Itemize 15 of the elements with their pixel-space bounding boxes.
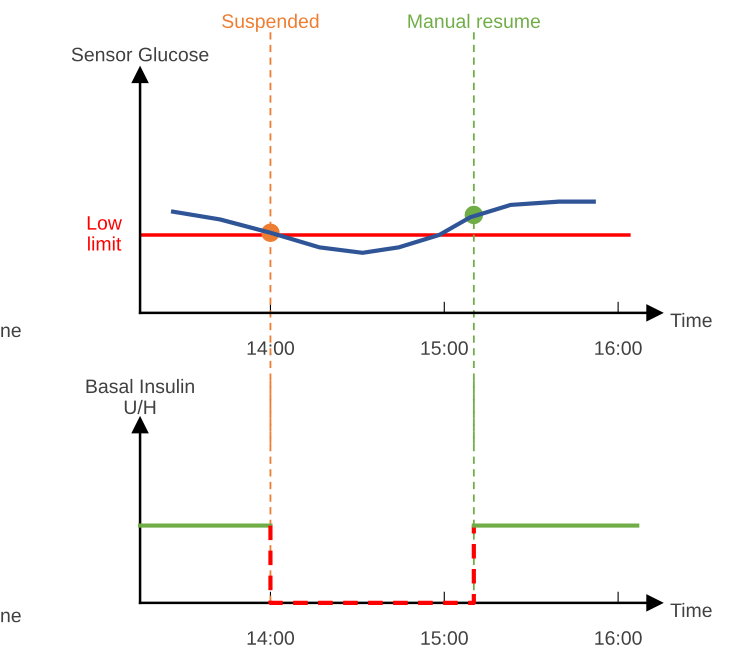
text: ne xyxy=(1,612,21,622)
x-axis-title: Time xyxy=(670,312,712,328)
x-axis-title: Time xyxy=(670,602,712,618)
x-tick-label: 16:00 xyxy=(595,631,642,645)
x-tick-label: 15:00 xyxy=(421,631,468,645)
ref-line-label: Suspended xyxy=(222,14,318,32)
text: ne xyxy=(1,326,21,338)
y-axis-title: Basal Insulin U/H xyxy=(86,378,194,414)
ref-line-label: Manual resume xyxy=(408,14,540,28)
x-tick-label: 14:00 xyxy=(248,341,294,355)
x-tick-label: 16:00 xyxy=(595,341,642,355)
ref-line-label: Low limit xyxy=(88,216,122,251)
x-tick-label: 15:00 xyxy=(421,341,468,355)
y-axis-title: Sensor Glucose xyxy=(72,47,208,62)
x-tick-label: 14:00 xyxy=(248,631,294,645)
